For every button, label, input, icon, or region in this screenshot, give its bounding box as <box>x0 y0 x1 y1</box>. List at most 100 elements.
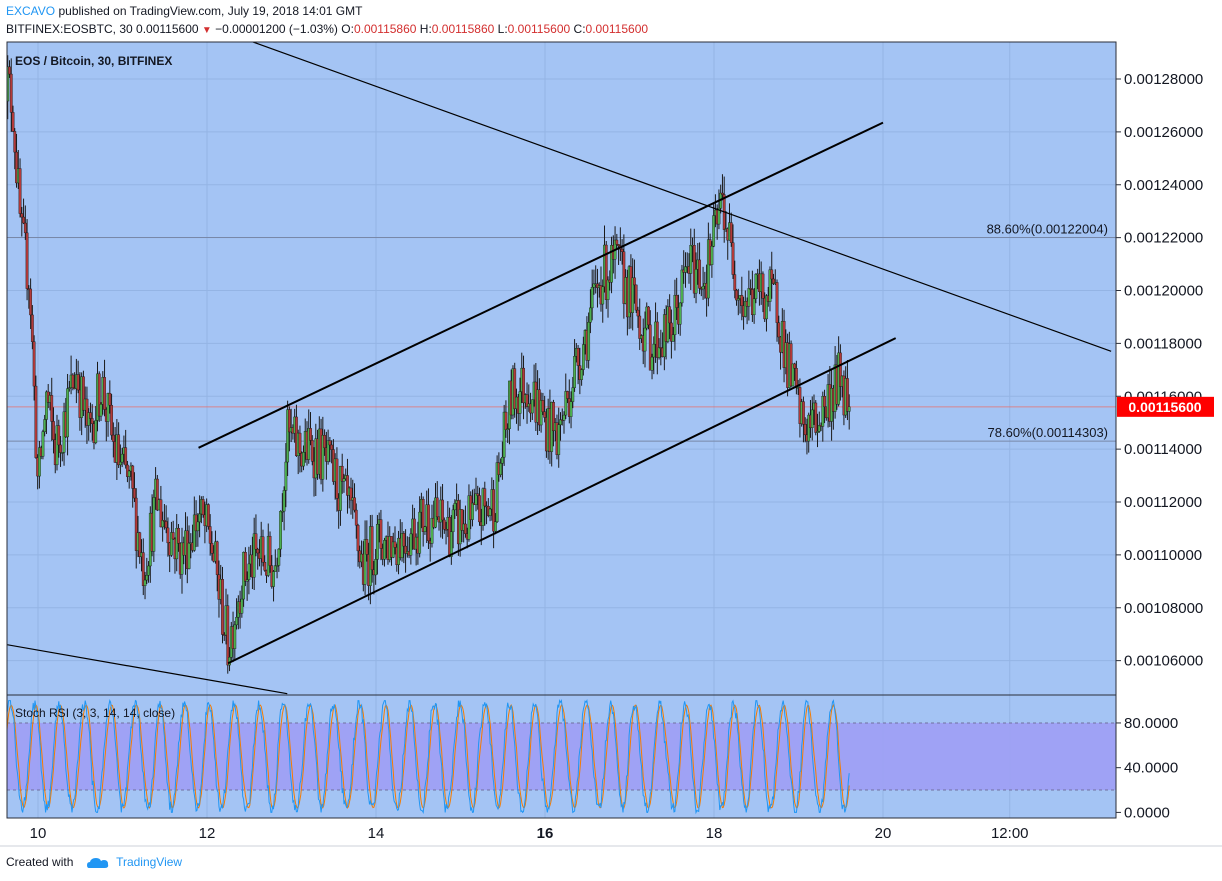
candle-body-450 <box>794 368 798 388</box>
candle-body-16 <box>30 314 34 342</box>
rsi-pane-border <box>6 694 1117 819</box>
candle-body-403 <box>712 215 716 247</box>
high-label: H: <box>419 22 432 36</box>
candle-body-118 <box>210 543 214 554</box>
trend-lines[interactable] <box>0 21 1112 695</box>
candle-body-181 <box>321 435 325 480</box>
candle-body-256 <box>453 503 457 511</box>
x-tick-label-0[interactable]: 10 <box>30 825 47 842</box>
candle-body-60 <box>108 392 112 406</box>
candle-body-328 <box>580 369 584 380</box>
candle-body-400 <box>706 239 710 299</box>
candle-body-367 <box>648 324 652 371</box>
candle-body-480 <box>847 406 851 412</box>
candle-body-127 <box>226 605 230 666</box>
fib-levels: 88.60%(0.00122004) 78.60%(0.00114303) <box>7 222 1116 442</box>
candle-body-184 <box>326 440 330 462</box>
footer: Created with TradingView <box>6 855 182 869</box>
candle-body-9 <box>18 168 22 214</box>
symbol-label: BITFINEX:EOSBTC, 30 <box>6 22 133 36</box>
candle-body-315 <box>557 424 561 455</box>
author-link[interactable]: EXCAVO <box>6 4 56 18</box>
candle-body-186 <box>330 444 334 450</box>
x-tick-label-3[interactable]: 16 <box>537 825 554 842</box>
x-tick-label-6[interactable]: 12:00 <box>991 825 1029 842</box>
candle-body-175 <box>310 440 314 462</box>
candle-body-250 <box>442 519 446 530</box>
candle-body-159 <box>282 490 286 512</box>
x-tick-label-4[interactable]: 18 <box>706 825 723 842</box>
candle-body-255 <box>451 509 455 532</box>
candle-body-243 <box>430 517 434 544</box>
candle-body-465 <box>821 396 825 427</box>
candle-body-285 <box>504 411 508 430</box>
trend-line-1[interactable] <box>227 337 897 665</box>
candle-body-333 <box>589 307 592 323</box>
candle-body-366 <box>647 306 650 326</box>
candle-body-89 <box>159 499 163 528</box>
trend-line-2[interactable] <box>194 21 1112 352</box>
tradingview-cloud-icon <box>86 858 108 868</box>
candles <box>7 55 851 674</box>
candle-body-239 <box>423 526 427 532</box>
chart-title: EOS / Bitcoin, 30, BITFINEX <box>15 54 172 68</box>
candle-body-334 <box>590 287 594 309</box>
candle-body-293 <box>518 391 522 414</box>
candle-body-358 <box>633 277 636 286</box>
candle-body-236 <box>418 511 422 554</box>
candle-body-416 <box>735 290 738 301</box>
rsi-y-axis: 80.0000 40.0000 0.0000 <box>1116 715 1178 821</box>
candle-body-280 <box>495 462 499 522</box>
candle-body-3 <box>8 66 11 75</box>
candle-body-279 <box>493 521 497 532</box>
candle-body-379 <box>669 322 673 342</box>
candle-body-382 <box>675 294 679 308</box>
x-axis[interactable]: 10 12 14 16 18 20 12:00 <box>30 825 1029 842</box>
candle-body-155 <box>275 565 279 567</box>
tradingview-link[interactable]: TradingView <box>116 855 183 869</box>
candle-body-228 <box>404 545 407 554</box>
candle-body-199 <box>353 497 356 511</box>
created-with-text: Created with <box>6 855 74 869</box>
candle-body-286 <box>506 428 510 430</box>
candle-body-27 <box>50 395 54 422</box>
y-tick-label-3: 0.00122000 <box>1124 230 1203 247</box>
candle-body-466 <box>823 396 826 408</box>
candle-body-424 <box>749 288 753 290</box>
candle-body-206 <box>365 539 369 555</box>
candle-body-79 <box>141 552 145 586</box>
candle-body-143 <box>254 533 258 550</box>
trend-line-3[interactable] <box>0 643 288 695</box>
candle-body-131 <box>233 624 237 649</box>
candle-body-90 <box>161 520 165 528</box>
candle-body-111 <box>198 513 202 523</box>
candle-body-20 <box>38 447 41 477</box>
candle-body-98 <box>175 527 179 560</box>
candle-body-437 <box>772 278 775 284</box>
candle-body-13 <box>25 232 29 289</box>
last-price-value: 0.00115600 <box>136 22 199 36</box>
trend-line-0[interactable] <box>198 121 884 449</box>
candle-body-479 <box>846 378 849 412</box>
candle-body-158 <box>280 510 284 513</box>
candle-body-212 <box>376 524 379 560</box>
rsi-tick-label-0: 80.0000 <box>1124 715 1178 732</box>
stoch-rsi-lines <box>7 699 850 815</box>
candle-body-28 <box>52 421 55 440</box>
y-tick-label-0: 0.00128000 <box>1124 71 1203 88</box>
x-tick-label-1[interactable]: 12 <box>199 825 216 842</box>
high-value: 0.00115860 <box>431 22 495 36</box>
candle-body-351 <box>620 249 624 252</box>
candle-body-231 <box>409 533 413 556</box>
x-tick-label-5[interactable]: 20 <box>875 825 892 842</box>
change-value: −0.00001200 (−1.03%) <box>215 22 338 36</box>
candle-body-318 <box>562 414 566 421</box>
x-tick-label-2[interactable]: 14 <box>368 825 385 842</box>
y-axis[interactable]: 0.00128000 0.00126000 0.00124000 0.00122000… <box>1116 71 1203 670</box>
candle-body-197 <box>349 487 353 501</box>
candle-body-427 <box>754 273 758 299</box>
candle-body-413 <box>729 222 733 243</box>
candle-body-116 <box>207 504 210 527</box>
candle-body-108 <box>192 514 196 551</box>
